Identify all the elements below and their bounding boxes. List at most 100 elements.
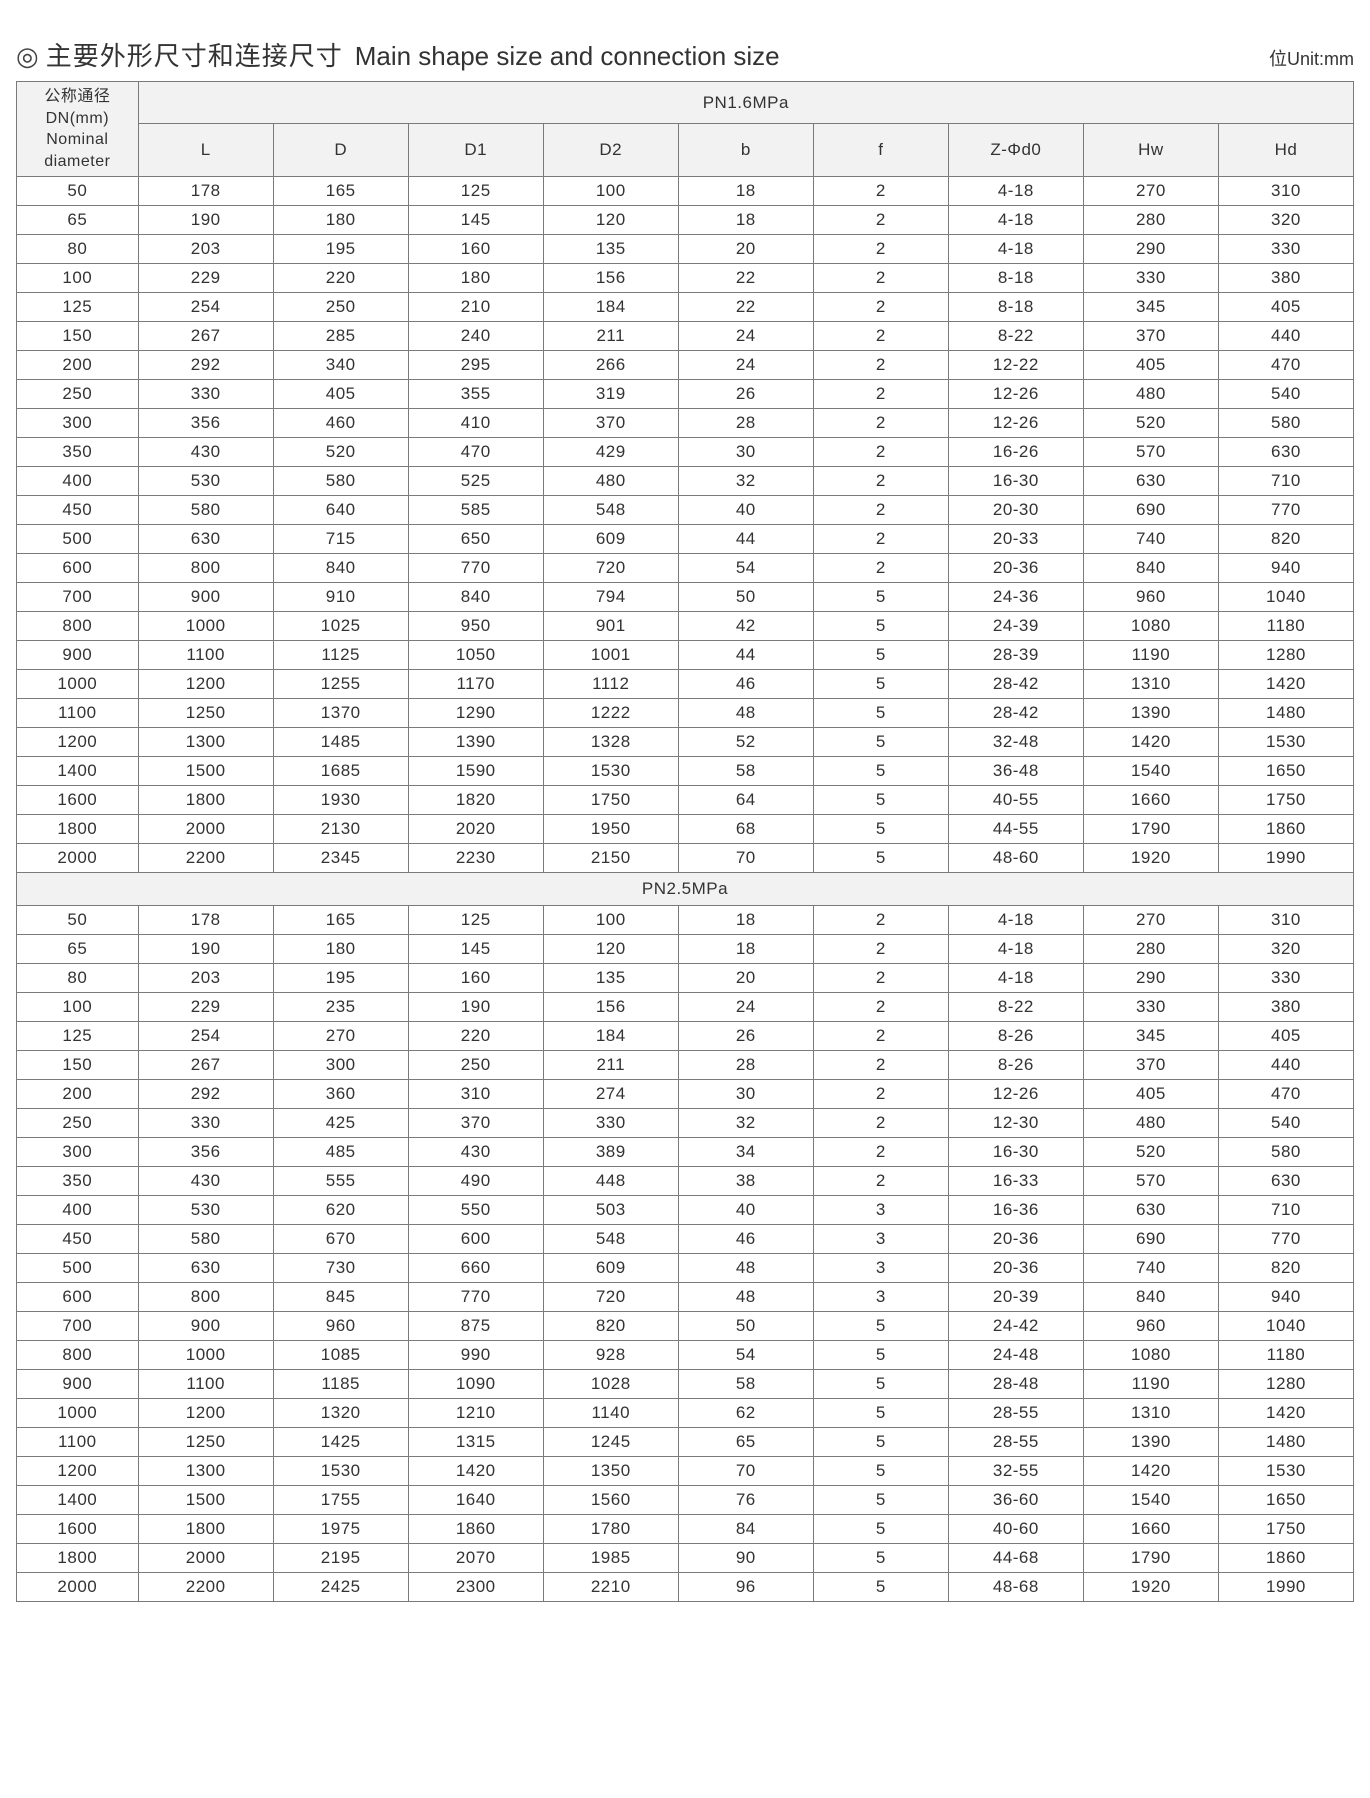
table-cell: 5 — [813, 1573, 948, 1602]
table-cell: 40-55 — [948, 786, 1083, 815]
table-cell: 100 — [17, 993, 139, 1022]
table-cell: 32 — [678, 467, 813, 496]
table-cell: 440 — [1218, 1051, 1353, 1080]
table-cell: 370 — [543, 409, 678, 438]
table-row: 1800200021952070198590544-6817901860 — [17, 1544, 1354, 1573]
table-cell: 503 — [543, 1196, 678, 1225]
table-cell: 630 — [1083, 1196, 1218, 1225]
table-cell: 770 — [408, 1283, 543, 1312]
table-cell: 360 — [273, 1080, 408, 1109]
table-cell: 548 — [543, 1225, 678, 1254]
table-cell: 405 — [1218, 1022, 1353, 1051]
table-cell: 2 — [813, 1167, 948, 1196]
table-cell: 80 — [17, 235, 139, 264]
table-cell: 2195 — [273, 1544, 408, 1573]
table-cell: 40 — [678, 496, 813, 525]
table-cell: 2 — [813, 264, 948, 293]
table-cell: 2020 — [408, 815, 543, 844]
table-cell: 267 — [138, 1051, 273, 1080]
table-cell: 370 — [1083, 322, 1218, 351]
table-cell: 1350 — [543, 1457, 678, 1486]
table-cell: 5 — [813, 815, 948, 844]
table-cell: 8-22 — [948, 993, 1083, 1022]
table-cell: 1255 — [273, 670, 408, 699]
table-cell: 190 — [408, 993, 543, 1022]
table-cell: 1250 — [138, 1428, 273, 1457]
table-cell: 200 — [17, 1080, 139, 1109]
table-cell: 24-48 — [948, 1341, 1083, 1370]
row-header-line1: 公称通径 — [44, 88, 110, 105]
table-cell: 280 — [1083, 206, 1218, 235]
table-cell: 1660 — [1083, 786, 1218, 815]
table-cell: 960 — [1083, 1312, 1218, 1341]
table-cell: 2230 — [408, 844, 543, 873]
table-cell: 1100 — [17, 1428, 139, 1457]
table-cell: 1480 — [1218, 699, 1353, 728]
table-cell: 28 — [678, 409, 813, 438]
table-cell: 1485 — [273, 728, 408, 757]
table-cell: 1800 — [138, 1515, 273, 1544]
col-header-zphi: Z-Φd0 — [948, 124, 1083, 177]
table-cell: 460 — [273, 409, 408, 438]
table-cell: 1125 — [273, 641, 408, 670]
section-label: PN2.5MPa — [17, 873, 1354, 906]
table-cell: 2 — [813, 380, 948, 409]
table-cell: 5 — [813, 1370, 948, 1399]
table-cell: 740 — [1083, 525, 1218, 554]
table-cell: 28-48 — [948, 1370, 1083, 1399]
table-cell: 100 — [17, 264, 139, 293]
table-body: 501781651251001824-182703106519018014512… — [17, 177, 1354, 1602]
table-cell: 660 — [408, 1254, 543, 1283]
table-cell: 270 — [273, 1022, 408, 1051]
table-cell: 50 — [678, 583, 813, 612]
table-cell: 794 — [543, 583, 678, 612]
table-cell: 5 — [813, 1312, 948, 1341]
table-row: 1502673002502112828-26370440 — [17, 1051, 1354, 1080]
table-cell: 210 — [408, 293, 543, 322]
table-row: 1252542702201842628-26345405 — [17, 1022, 1354, 1051]
unit-label: 位Unit:mm — [1269, 45, 1354, 71]
table-cell: 270 — [1083, 177, 1218, 206]
table-cell: 178 — [138, 906, 273, 935]
table-cell: 2 — [813, 235, 948, 264]
table-cell: 200 — [17, 351, 139, 380]
table-cell: 580 — [1218, 1138, 1353, 1167]
table-row: 1502672852402112428-22370440 — [17, 322, 1354, 351]
table-row: 70090096087582050524-429601040 — [17, 1312, 1354, 1341]
table-cell: 1025 — [273, 612, 408, 641]
table-cell: 840 — [1083, 554, 1218, 583]
table-cell: 5 — [813, 1515, 948, 1544]
col-header-dn: 公称通径 DN(mm) Nominal diameter — [17, 82, 139, 177]
table-cell: 5 — [813, 583, 948, 612]
table-cell: 1390 — [408, 728, 543, 757]
table-cell: 1000 — [17, 670, 139, 699]
table-cell: 2200 — [138, 1573, 273, 1602]
table-row: 651901801451201824-18280320 — [17, 206, 1354, 235]
table-cell: 5 — [813, 728, 948, 757]
table-cell: 5 — [813, 786, 948, 815]
table-cell: 220 — [408, 1022, 543, 1051]
table-cell: 250 — [273, 293, 408, 322]
table-cell: 820 — [543, 1312, 678, 1341]
table-cell: 1080 — [1083, 612, 1218, 641]
table-cell: 300 — [273, 1051, 408, 1080]
table-cell: 300 — [17, 1138, 139, 1167]
title-english: Main shape size and connection size — [355, 41, 780, 72]
table-cell: 40-60 — [948, 1515, 1083, 1544]
table-cell: 1530 — [543, 757, 678, 786]
table-cell: 48 — [678, 1283, 813, 1312]
table-row: 1400150017551640156076536-6015401650 — [17, 1486, 1354, 1515]
table-cell: 1250 — [138, 699, 273, 728]
table-cell: 1860 — [1218, 815, 1353, 844]
table-cell: 1190 — [1083, 641, 1218, 670]
table-cell: 18 — [678, 206, 813, 235]
table-cell: 520 — [273, 438, 408, 467]
table-cell: 28-55 — [948, 1399, 1083, 1428]
table-cell: 405 — [1218, 293, 1353, 322]
table-cell: 580 — [1218, 409, 1353, 438]
table-cell: 50 — [17, 906, 139, 935]
dimensions-table: 公称通径 DN(mm) Nominal diameter PN1.6MPa L … — [16, 81, 1354, 1602]
table-cell: 1050 — [408, 641, 543, 670]
table-cell: 1100 — [17, 699, 139, 728]
table-cell: 1028 — [543, 1370, 678, 1399]
